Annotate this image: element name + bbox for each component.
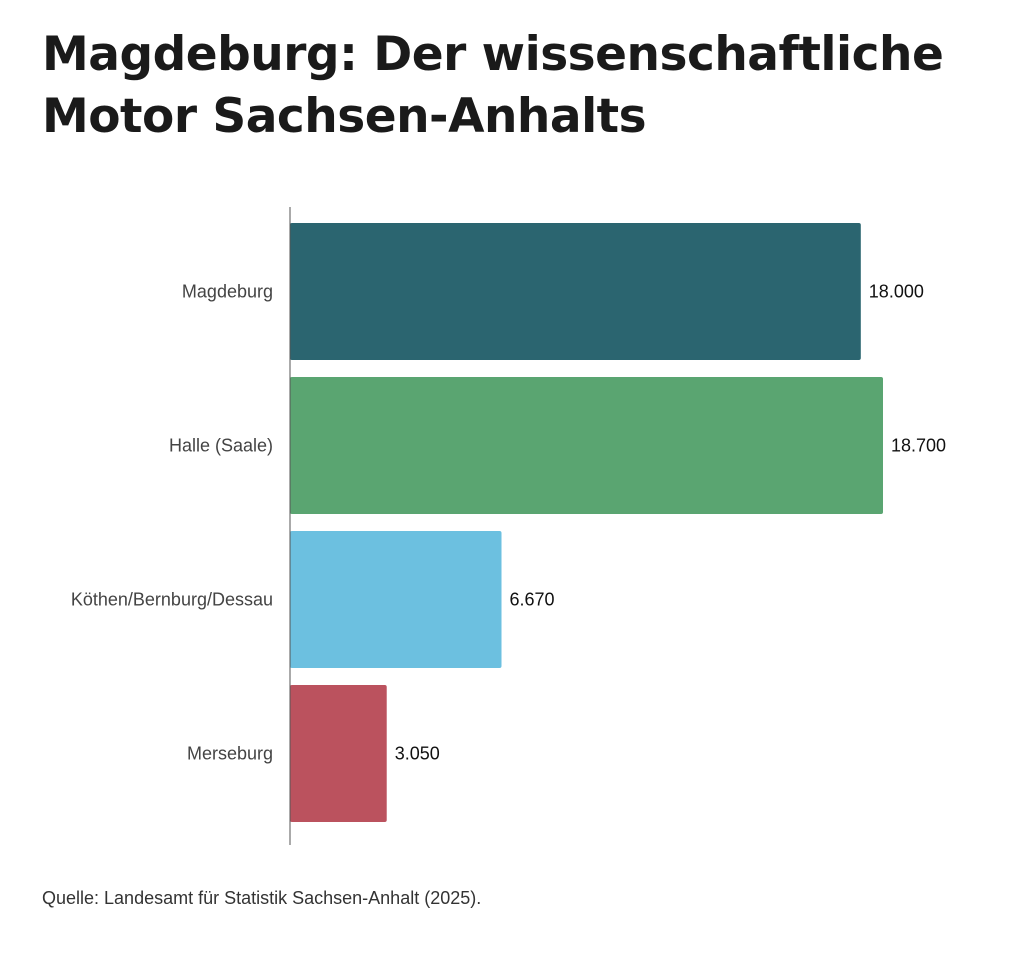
category-label: Merseburg [187,744,273,764]
value-label: 3.050 [395,744,440,764]
category-label: Magdeburg [182,282,273,302]
bar-1 [290,377,883,514]
value-label: 18.700 [891,436,946,456]
category-label: Halle (Saale) [169,436,273,456]
value-label: 18.000 [869,282,924,302]
source-note: Quelle: Landesamt für Statistik Sachsen-… [42,888,482,908]
chart-title: Magdeburg: Der wissenschaftliche Motor S… [42,27,944,144]
bar-0 [290,223,861,360]
category-label: Köthen/Bernburg/Dessau [71,590,273,610]
bar-2 [290,531,502,668]
bar-3 [290,685,387,822]
value-label: 6.670 [510,590,555,610]
